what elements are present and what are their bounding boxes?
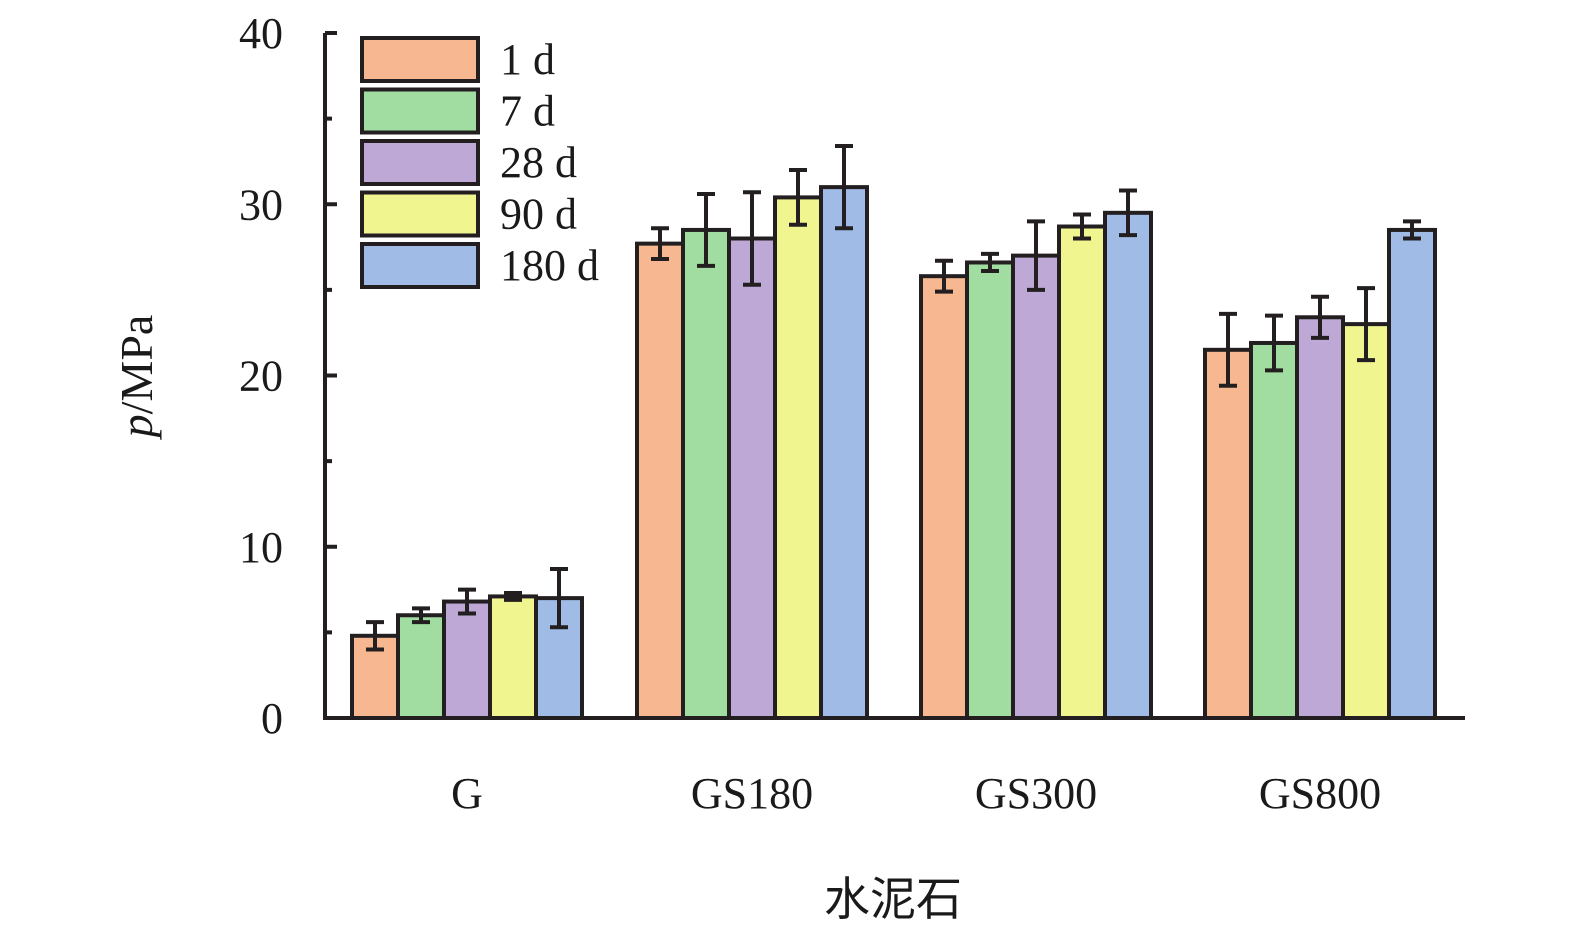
legend-swatch [360, 36, 480, 83]
bar-GS800-7d [1249, 340, 1299, 720]
legend-swatch [360, 242, 480, 289]
x-tick-label-G: G [451, 769, 483, 818]
legend-label: 180 d [500, 241, 599, 290]
y-tick-label-30: 30 [239, 180, 283, 229]
bar-GS800-1d [1203, 347, 1253, 720]
bar-GS300-7d [965, 260, 1015, 720]
error-bar-GS180-90d [789, 168, 807, 227]
error-bar-G-180d [550, 567, 568, 630]
error-bar-GS300-7d [981, 251, 999, 274]
error-bar-GS180-28d [743, 190, 761, 287]
bar-GS180-7d [681, 227, 731, 720]
legend-label: 1 d [500, 35, 555, 84]
bar-G-28d [442, 599, 492, 720]
legend-swatch [360, 139, 480, 186]
x-tick-label-GS800: GS800 [1259, 769, 1381, 818]
y-axis-title-unit: /MPa [111, 315, 162, 415]
error-bar-GS300-180d [1119, 188, 1137, 238]
error-bar-GS800-28d [1311, 294, 1329, 340]
legend-item-90d: 90 d [360, 190, 577, 239]
bar-GS300-1d [919, 274, 969, 720]
bar-GS180-28d [727, 236, 777, 720]
y-axis-title-italic: p [111, 414, 162, 440]
bar-GS180-180d [819, 185, 869, 720]
error-bar-GS180-7d [697, 191, 715, 268]
error-bar-GS800-90d [1357, 286, 1375, 363]
error-bar-GS800-180d [1403, 219, 1421, 241]
bar-GS180-1d [635, 241, 685, 720]
bar-G-90d [488, 594, 538, 720]
error-bar-GS300-1d [935, 258, 953, 294]
y-tick-label-20: 20 [239, 352, 283, 401]
legend-label: 28 d [500, 138, 577, 187]
legend-label: 90 d [500, 190, 577, 239]
bar-GS800-28d [1295, 315, 1345, 720]
error-bar-GS180-1d [651, 226, 669, 262]
legend-item-28d: 28 d [360, 138, 577, 187]
x-tick-label-GS300: GS300 [975, 769, 1097, 818]
legend-item-180d: 180 d [360, 241, 599, 290]
x-axis-title: 水泥石 [824, 874, 962, 925]
y-tick-label-0: 0 [261, 694, 283, 743]
bar-GS800-90d [1341, 322, 1391, 720]
bar-GS300-90d [1057, 224, 1107, 720]
error-bar-GS800-1d [1219, 311, 1237, 388]
error-bar-GS300-90d [1073, 212, 1091, 241]
legend-item-7d: 7 d [360, 87, 555, 136]
error-bar-GS180-180d [835, 144, 853, 231]
error-bar-G-7d [412, 606, 430, 625]
y-axis-title: p/MPa [111, 315, 162, 441]
bar-GS800-180d [1387, 227, 1437, 720]
bar-G-7d [396, 613, 446, 720]
y-tick-label-10: 10 [239, 523, 283, 572]
legend-swatch [360, 190, 480, 238]
error-bar-G-28d [458, 587, 476, 616]
error-bar-GS800-7d [1265, 313, 1283, 373]
axes-layer: G GS180 GS300 GS800 0 10 20 30 40 [239, 9, 1465, 818]
bar-GS180-90d [773, 195, 823, 720]
y-tick-label-40: 40 [239, 9, 283, 58]
bar-GS300-180d [1103, 210, 1153, 720]
legend-swatch [360, 87, 480, 135]
bar-GS300-28d [1011, 253, 1061, 720]
legend-item-1d: 1 d [360, 35, 555, 84]
error-bar-G-1d [366, 620, 384, 652]
bars-layer [350, 144, 1437, 720]
legend-label: 7 d [500, 87, 555, 136]
error-bar-GS300-28d [1027, 219, 1045, 292]
error-bar-G-90d [504, 590, 522, 602]
x-tick-label-GS180: GS180 [691, 769, 813, 818]
